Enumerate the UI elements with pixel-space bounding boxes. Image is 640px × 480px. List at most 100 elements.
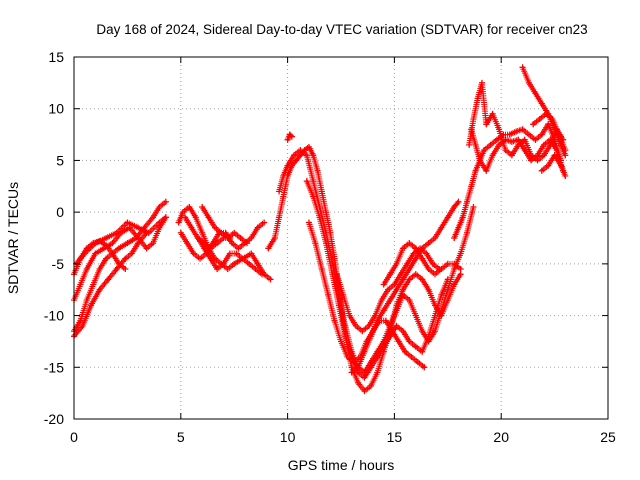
data-point: [305, 143, 312, 150]
data-point: [438, 266, 445, 273]
data-point: [325, 291, 332, 298]
data-point: [481, 147, 488, 154]
data-point: [425, 333, 432, 340]
data-point: [429, 260, 436, 267]
data-point: [350, 359, 357, 366]
data-point: [367, 382, 374, 389]
y-tick-label: 15: [48, 49, 64, 65]
data-point: [303, 152, 310, 159]
data-point: [252, 266, 259, 273]
data-point: [88, 302, 95, 309]
data-point: [483, 121, 490, 128]
data-point: [246, 260, 253, 267]
data-point: [470, 203, 477, 210]
x-tick-label: 0: [70, 429, 78, 445]
data-point: [92, 240, 99, 247]
data-point: [194, 235, 201, 241]
data-point: [254, 224, 261, 231]
data-point: [124, 240, 131, 247]
data-point: [389, 328, 396, 335]
data-point: [83, 266, 90, 273]
y-tick-label: -15: [44, 359, 64, 375]
data-point: [380, 343, 387, 350]
data-point: [367, 364, 374, 371]
data-point: [528, 157, 535, 164]
y-tick-label: -5: [52, 256, 65, 272]
data-point: [543, 110, 550, 117]
data-point: [197, 255, 204, 262]
data-point: [549, 116, 556, 123]
data-point: [335, 302, 342, 309]
data-point: [109, 250, 116, 257]
data-point: [156, 203, 163, 210]
data-point: [406, 276, 413, 283]
data-point: [393, 286, 400, 293]
data-point: [83, 297, 90, 304]
data-point: [425, 240, 432, 247]
data-point: [410, 250, 417, 257]
data-point: [532, 136, 539, 143]
data-point: [397, 271, 404, 278]
data-point: [297, 152, 304, 159]
data-point: [438, 291, 445, 298]
data-point: [538, 100, 545, 107]
data-point: [391, 281, 398, 288]
data-point: [393, 260, 400, 267]
data-point: [399, 291, 406, 298]
data-point: [177, 229, 184, 236]
data-point: [90, 281, 97, 288]
data-point: [355, 379, 362, 386]
data-point: [451, 260, 458, 267]
data-point: [468, 126, 475, 133]
data-point: [534, 152, 541, 159]
data-point: [271, 235, 278, 241]
data-point: [384, 286, 391, 293]
data-point: [297, 147, 304, 154]
data-point: [451, 235, 458, 241]
data-point: [459, 214, 466, 221]
data-point: [361, 374, 368, 381]
data-point: [122, 266, 129, 273]
data-point: [233, 250, 240, 257]
x-tick-label: 20: [493, 429, 509, 445]
data-point: [419, 245, 426, 252]
data-point: [431, 235, 438, 241]
data-point: [444, 276, 451, 283]
x-axis-label: GPS time / hours: [288, 457, 395, 473]
data-point: [525, 79, 532, 86]
data-point: [387, 333, 394, 340]
data-point: [493, 136, 500, 143]
data-point: [323, 209, 330, 216]
data-point: [545, 121, 552, 128]
series-arc-5: [73, 214, 169, 267]
data-point: [284, 162, 291, 169]
data-point: [348, 369, 355, 376]
data-point: [220, 260, 227, 267]
data-point: [184, 240, 191, 247]
data-point: [305, 219, 312, 226]
data-point: [534, 157, 541, 164]
series-arc-23: [284, 131, 295, 143]
data-point: [472, 141, 479, 148]
series-arc-17: [380, 240, 464, 288]
data-point: [235, 245, 242, 252]
x-tick-label: 15: [387, 429, 403, 445]
data-point: [374, 353, 381, 360]
data-point: [562, 152, 569, 159]
data-point: [464, 198, 471, 205]
data-point: [361, 388, 368, 395]
data-point: [226, 250, 233, 257]
data-point: [451, 266, 458, 273]
data-point: [207, 255, 214, 262]
data-point: [254, 260, 261, 267]
data-point: [399, 286, 406, 293]
data-point: [310, 178, 317, 185]
data-point: [291, 152, 298, 159]
y-axis-label: SDTVAR / TECUs: [5, 182, 21, 294]
y-tick-label: 0: [56, 204, 64, 220]
data-point: [393, 307, 400, 314]
data-point: [218, 229, 225, 236]
data-point: [182, 214, 189, 221]
data-point: [455, 224, 462, 231]
